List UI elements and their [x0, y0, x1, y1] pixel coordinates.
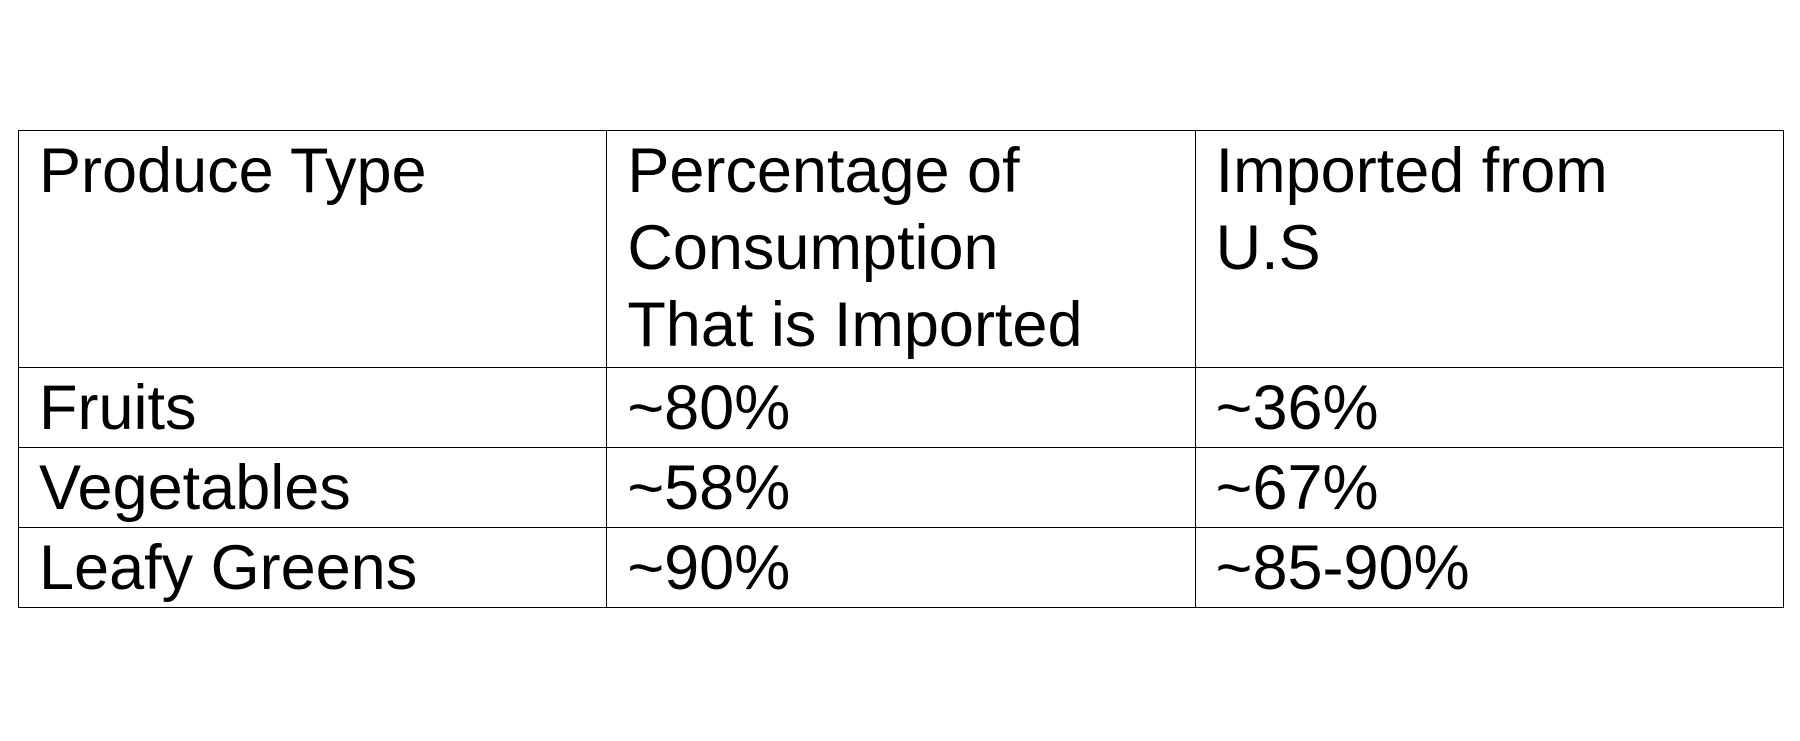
table-cell: Leafy Greens — [17, 527, 608, 608]
table-cell: Fruits — [17, 367, 608, 448]
table-cell: ~36% — [1194, 367, 1785, 448]
table-wrapper: Produce Type Percentage of Consumption Th… — [17, 130, 1785, 608]
table-row: Leafy Greens ~90% ~85-90% — [17, 527, 1785, 608]
table-cell: Vegetables — [17, 447, 608, 528]
header-row: Produce Type Percentage of Consumption Th… — [17, 130, 1785, 368]
table-header: Produce Type Percentage of Consumption Th… — [17, 130, 1785, 368]
table-cell: ~90% — [606, 527, 1196, 608]
header-cell: Imported from U.S — [1194, 130, 1785, 368]
table-cell: ~85-90% — [1194, 527, 1785, 608]
produce-table: Produce Type Percentage of Consumption Th… — [17, 130, 1785, 608]
table-cell: ~58% — [606, 447, 1196, 528]
header-cell: Percentage of Consumption That is Import… — [606, 130, 1196, 368]
table-body: Fruits ~80% ~36% Vegetables ~58% ~67% Leafy Gr… — [17, 367, 1785, 608]
table-row: Vegetables ~58% ~67% — [17, 447, 1785, 528]
table-row: Fruits ~80% ~36% — [17, 367, 1785, 448]
table-cell: ~67% — [1194, 447, 1785, 528]
table-cell: ~80% — [606, 367, 1196, 448]
header-cell: Produce Type — [17, 130, 608, 368]
